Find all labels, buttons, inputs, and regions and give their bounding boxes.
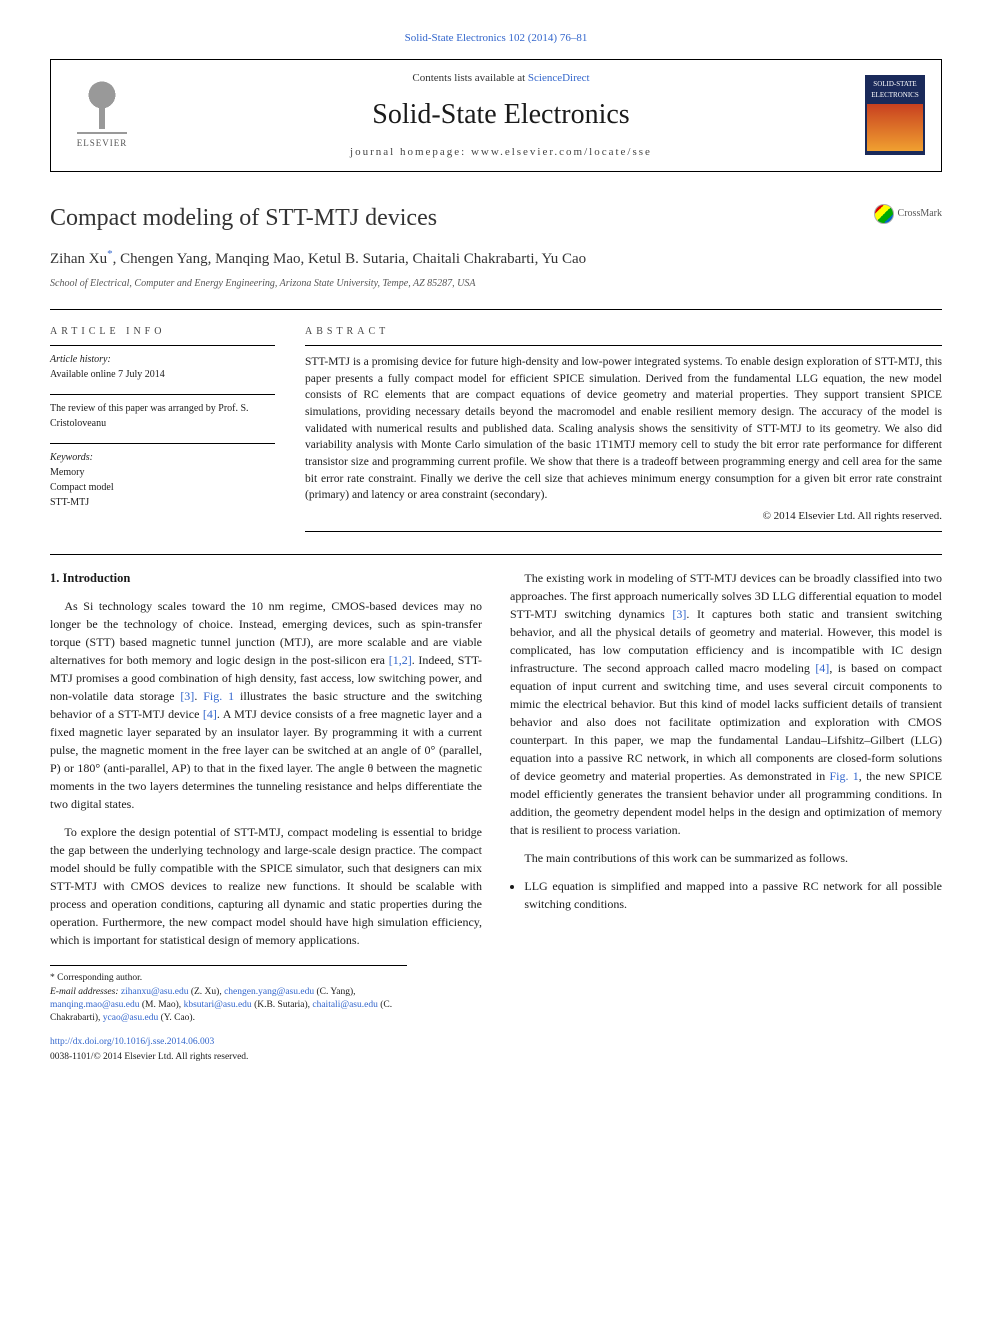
email-link[interactable]: ycao@asu.edu	[103, 1013, 158, 1023]
header-center: Contents lists available at ScienceDirec…	[137, 70, 865, 161]
corresponding-note: * Corresponding author.	[50, 972, 407, 985]
emails-label: E-mail addresses:	[50, 987, 121, 997]
elsevier-tree-icon	[77, 79, 127, 134]
article-body: 1. Introduction As Si technology scales …	[50, 569, 942, 950]
paragraph: The existing work in modeling of STT-MTJ…	[510, 569, 942, 839]
keyword: Compact model	[50, 480, 275, 495]
text-run: .	[194, 689, 203, 703]
citation-link[interactable]: [3]	[180, 689, 194, 703]
journal-title: Solid-State Electronics	[137, 94, 865, 136]
citation-link[interactable]: [4]	[203, 707, 217, 721]
author-list: Zihan Xu*, Chengen Yang, Manqing Mao, Ke…	[50, 246, 942, 271]
section-heading: 1. Introduction	[50, 569, 482, 588]
article-title: Compact modeling of STT-MTJ devices Cros…	[50, 200, 942, 236]
keywords-label: Keywords:	[50, 450, 275, 465]
abstract-heading: ABSTRACT	[305, 324, 942, 339]
article-info-heading: ARTICLE INFO	[50, 324, 275, 339]
figure-link[interactable]: Fig. 1	[203, 689, 234, 703]
cover-graphic	[867, 104, 923, 151]
contributions-list: LLG equation is simplified and mapped in…	[524, 877, 942, 913]
text-run: . A MTJ device consists of a free magnet…	[50, 707, 482, 811]
issn-copyright: 0038-1101/© 2014 Elsevier Ltd. All right…	[50, 1050, 942, 1064]
email-name: (Y. Cao).	[158, 1013, 195, 1023]
citation-link[interactable]: [4]	[815, 661, 829, 675]
journal-homepage[interactable]: journal homepage: www.elsevier.com/locat…	[137, 144, 865, 161]
paragraph: The main contributions of this work can …	[510, 849, 942, 867]
footnotes: * Corresponding author. E-mail addresses…	[50, 965, 407, 1025]
review-note-block: The review of this paper was arranged by…	[50, 394, 275, 431]
citation-link[interactable]: [1,2]	[389, 653, 412, 667]
contents-line: Contents lists available at ScienceDirec…	[137, 70, 865, 87]
publisher-name: ELSEVIER	[77, 137, 128, 151]
history-label: Article history:	[50, 352, 275, 367]
keyword: Memory	[50, 465, 275, 480]
cover-title: SOLID-STATE ELECTRONICS	[867, 79, 923, 100]
email-link[interactable]: kbsutari@asu.edu	[184, 1000, 252, 1010]
crossmark-badge[interactable]: CrossMark	[874, 204, 942, 224]
paragraph: As Si technology scales toward the 10 nm…	[50, 597, 482, 813]
article-history-block: Article history: Available online 7 July…	[50, 345, 275, 382]
abstract-text: STT-MTJ is a promising device for future…	[305, 345, 942, 504]
info-abstract-row: ARTICLE INFO Article history: Available …	[50, 324, 942, 532]
email-link[interactable]: chaitali@asu.edu	[312, 1000, 377, 1010]
authors-rest: , Chengen Yang, Manqing Mao, Ketul B. Su…	[113, 251, 587, 267]
email-link[interactable]: zihanxu@asu.edu	[121, 987, 189, 997]
journal-cover-thumbnail: SOLID-STATE ELECTRONICS	[865, 75, 925, 155]
title-text: Compact modeling of STT-MTJ devices	[50, 205, 437, 231]
sciencedirect-link[interactable]: ScienceDirect	[528, 72, 590, 84]
keywords-block: Keywords: Memory Compact model STT-MTJ	[50, 443, 275, 510]
author-first: Zihan Xu	[50, 251, 107, 267]
divider	[50, 309, 942, 310]
abstract-bottom-rule	[305, 531, 942, 532]
contents-prefix: Contents lists available at	[412, 72, 527, 84]
article-citation[interactable]: Solid-State Electronics 102 (2014) 76–81	[50, 30, 942, 47]
review-note: The review of this paper was arranged by…	[50, 401, 275, 431]
history-value: Available online 7 July 2014	[50, 367, 275, 382]
paragraph: To explore the design potential of STT-M…	[50, 823, 482, 949]
email-name: (C. Yang),	[314, 987, 355, 997]
journal-header: ELSEVIER Contents lists available at Sci…	[50, 59, 942, 172]
email-name: (K.B. Sutaria),	[252, 1000, 313, 1010]
abstract-copyright: © 2014 Elsevier Ltd. All rights reserved…	[305, 508, 942, 525]
abstract-column: ABSTRACT STT-MTJ is a promising device f…	[305, 324, 942, 532]
figure-link[interactable]: Fig. 1	[829, 769, 858, 783]
email-link[interactable]: chengen.yang@asu.edu	[224, 987, 314, 997]
doi-block: http://dx.doi.org/10.1016/j.sse.2014.06.…	[50, 1035, 942, 1064]
affiliation: School of Electrical, Computer and Energ…	[50, 276, 942, 291]
crossmark-label: CrossMark	[898, 206, 942, 221]
text-run: , is based on compact equation of input …	[510, 661, 942, 783]
email-link[interactable]: manqing.mao@asu.edu	[50, 1000, 139, 1010]
email-name: (M. Mao),	[139, 1000, 183, 1010]
keyword: STT-MTJ	[50, 495, 275, 510]
doi-link[interactable]: http://dx.doi.org/10.1016/j.sse.2014.06.…	[50, 1035, 942, 1049]
crossmark-icon	[874, 204, 894, 224]
email-addresses: E-mail addresses: zihanxu@asu.edu (Z. Xu…	[50, 986, 407, 1026]
list-item: LLG equation is simplified and mapped in…	[524, 877, 942, 913]
elsevier-logo: ELSEVIER	[67, 75, 137, 155]
divider	[50, 554, 942, 555]
article-info-column: ARTICLE INFO Article history: Available …	[50, 324, 275, 532]
citation-link[interactable]: [3]	[672, 607, 686, 621]
email-name: (Z. Xu),	[188, 987, 224, 997]
